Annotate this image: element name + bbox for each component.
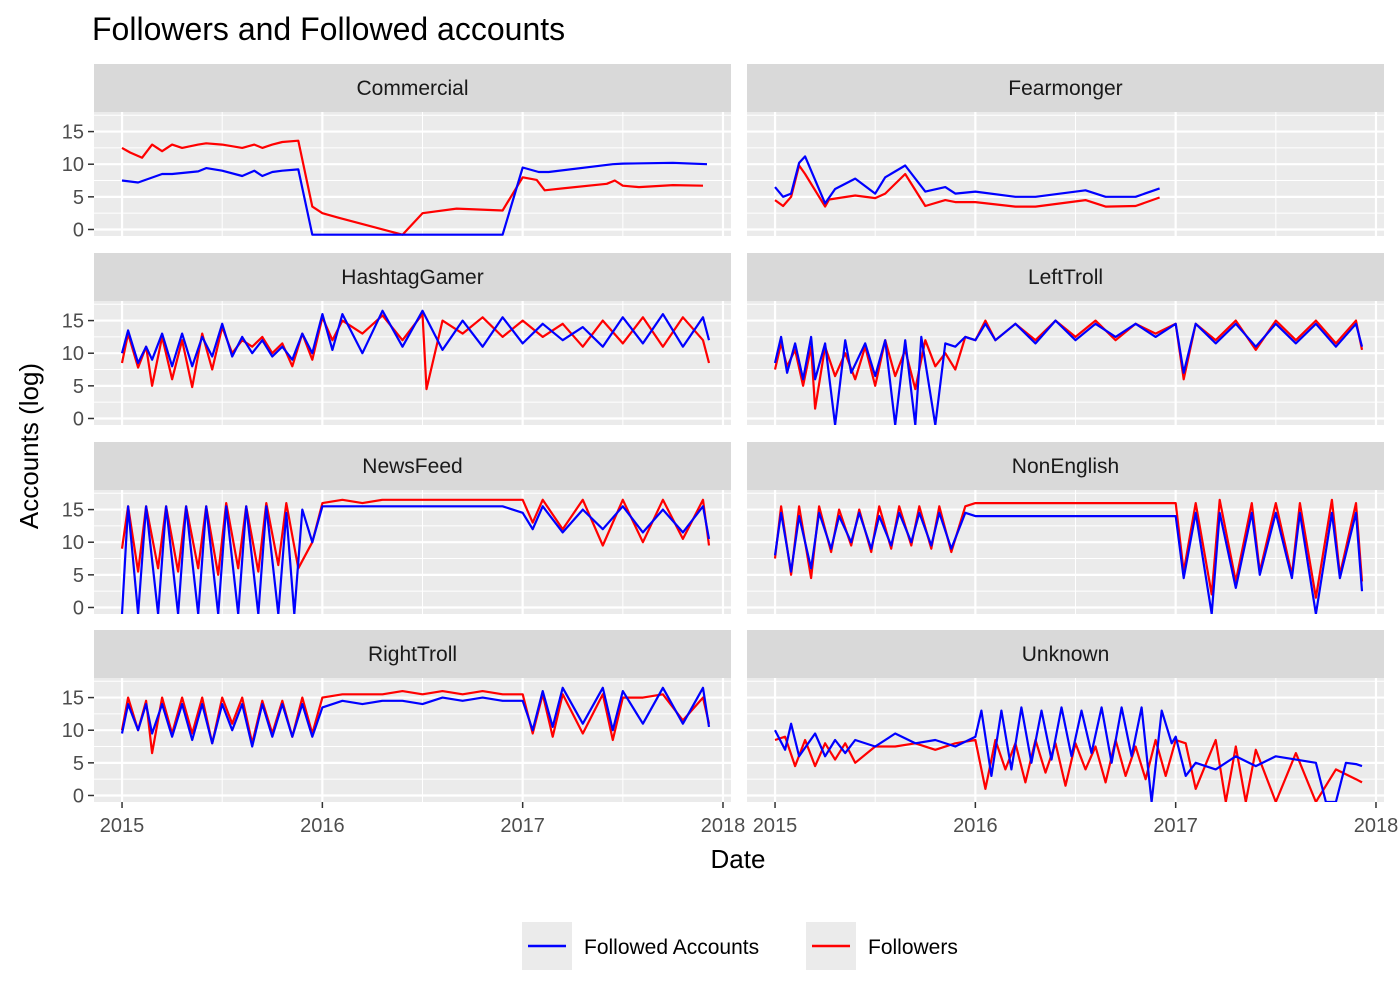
facet-strip-label: Commercial xyxy=(356,77,468,100)
y-tick-label: 5 xyxy=(73,376,84,398)
legend-entry-followers: Followers xyxy=(806,922,958,970)
facet-strip-label: Unknown xyxy=(1022,643,1110,666)
facet-strip-label: LeftTroll xyxy=(1028,266,1103,289)
facet-strip xyxy=(747,442,1384,490)
facet-strip-label: NewsFeed xyxy=(362,455,462,478)
y-tick-label: 10 xyxy=(62,532,84,554)
facet-hashtaggamer: HashtagGamer 0 5 10 15 xyxy=(62,253,731,430)
y-tick-label: 15 xyxy=(62,311,84,333)
x-tick-label: 2017 xyxy=(1153,815,1198,837)
facet-nonenglish: NonEnglish xyxy=(747,442,1384,614)
series-line-followed xyxy=(774,706,1363,802)
x-tick-label: 2016 xyxy=(300,815,345,837)
facet-strip-label: NonEnglish xyxy=(1012,455,1119,478)
chart-title: Followers and Followed accounts xyxy=(92,11,565,47)
y-tick-label: 0 xyxy=(73,219,84,241)
y-tick-label: 5 xyxy=(73,753,84,775)
facet-lefttroll: LeftTroll xyxy=(747,253,1384,425)
y-tick-label: 10 xyxy=(62,343,84,365)
series-line-followed xyxy=(773,319,1364,425)
x-tick-label: 2015 xyxy=(100,815,145,837)
facet-commercial: Commercial 0 5 10 15 xyxy=(62,64,731,241)
facet-panels: Commercial 0 5 10 15 Fearmonger HashtagGamer 0 5… xyxy=(62,64,1398,837)
y-tick-label: 0 xyxy=(73,408,84,430)
y-tick-label: 10 xyxy=(62,720,84,742)
facet-strip xyxy=(94,442,731,490)
facet-strip-label: RightTroll xyxy=(368,643,457,666)
series-line-followed xyxy=(121,161,708,236)
facet-strip xyxy=(747,253,1384,301)
x-tick-label: 2016 xyxy=(953,815,998,837)
facet-strip xyxy=(747,630,1384,678)
facet-strip xyxy=(94,64,731,112)
series-line-followers xyxy=(774,735,1363,802)
facet-strip xyxy=(747,64,1384,112)
series-line-followers xyxy=(120,689,711,755)
x-tick-label: 2015 xyxy=(753,815,798,837)
x-tick-label: 2017 xyxy=(500,815,545,837)
series-line-followed xyxy=(773,511,1364,614)
x-axis-title: Date xyxy=(711,844,766,874)
series-line-followed xyxy=(774,155,1160,205)
facet-strip-label: Fearmonger xyxy=(1008,77,1122,100)
facet-newsfeed: NewsFeed 0 5 10 15 xyxy=(62,442,731,619)
series-line-followers xyxy=(774,164,1160,208)
x-tick-label: 2018 xyxy=(1354,815,1399,837)
series-line-followed xyxy=(120,505,711,614)
facet-fearmonger: Fearmonger xyxy=(747,64,1384,236)
series-line-followed xyxy=(120,686,711,748)
legend-label: Followers xyxy=(868,936,958,959)
legend: Followed Accounts Followers xyxy=(522,922,958,970)
x-tick-label: 2018 xyxy=(701,815,746,837)
series-line-followed xyxy=(120,309,711,368)
y-tick-label: 5 xyxy=(73,565,84,587)
y-tick-label: 10 xyxy=(62,154,84,176)
facet-righttroll: RightTroll 0 5 10 15 2015 2016 2017 2018 xyxy=(62,630,745,837)
facet-unknown: Unknown 2015 2016 2017 2018 xyxy=(747,630,1398,837)
facet-strip xyxy=(94,630,731,678)
y-axis-title: Accounts (log) xyxy=(14,363,44,529)
series-line-followers xyxy=(121,139,704,236)
y-tick-label: 15 xyxy=(62,500,84,522)
y-tick-label: 5 xyxy=(73,187,84,209)
y-tick-label: 15 xyxy=(62,122,84,144)
legend-entry-followed: Followed Accounts xyxy=(522,922,759,970)
legend-label: Followed Accounts xyxy=(584,936,759,959)
y-tick-label: 0 xyxy=(73,785,84,807)
y-tick-label: 15 xyxy=(62,688,84,710)
y-tick-label: 0 xyxy=(73,597,84,619)
facet-strip-label: HashtagGamer xyxy=(341,266,483,289)
facet-strip xyxy=(94,253,731,301)
